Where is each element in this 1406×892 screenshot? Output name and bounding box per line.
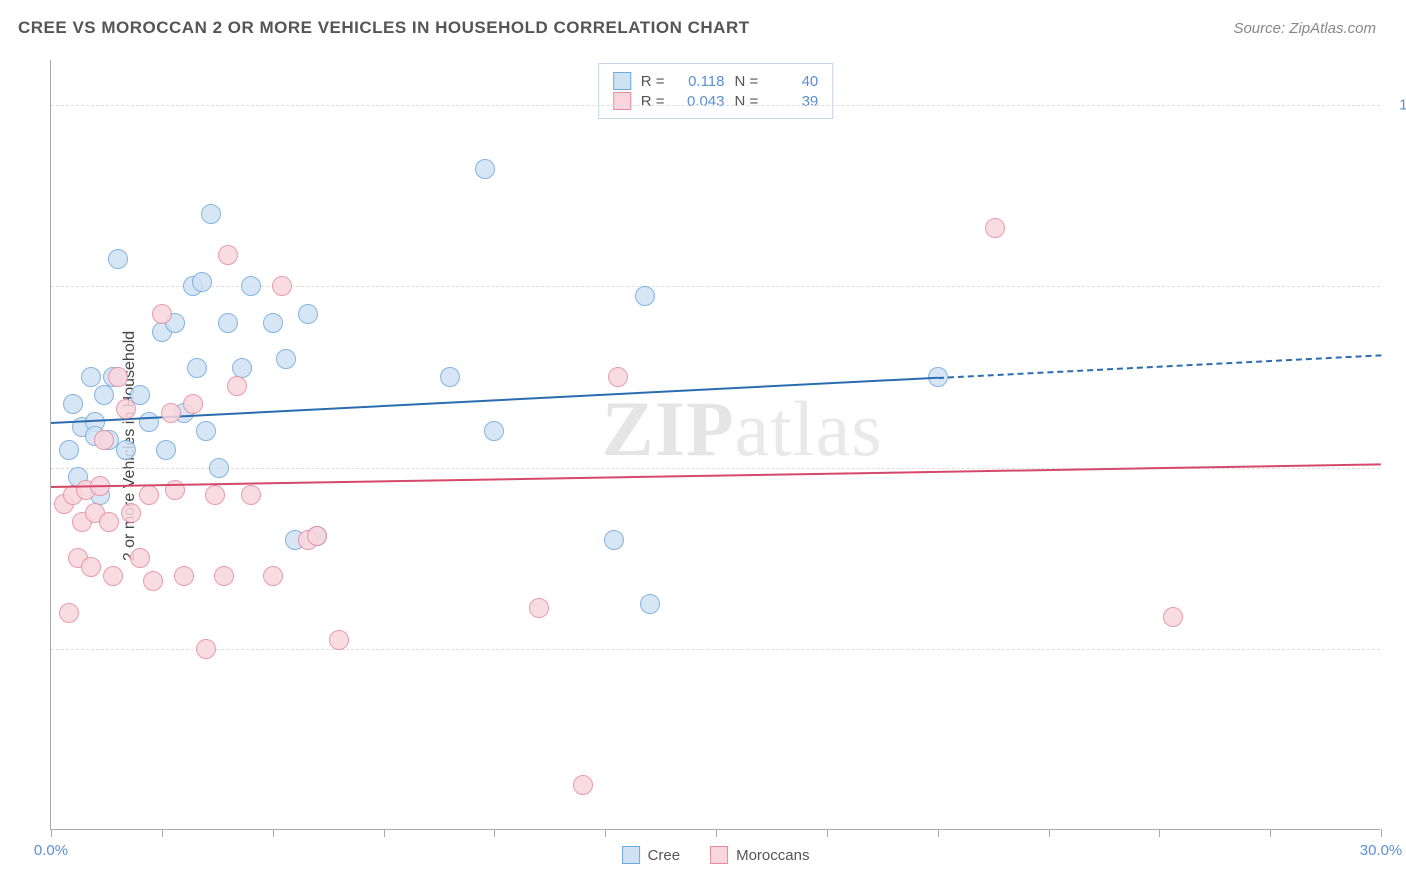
x-tick-label: 30.0% <box>1360 842 1403 859</box>
x-tick <box>1381 829 1382 837</box>
legend-stat-row: R = 0.043 N = 39 <box>613 92 819 110</box>
legend-swatch <box>613 92 631 110</box>
data-point <box>108 367 128 387</box>
data-point <box>440 367 460 387</box>
data-point <box>116 399 136 419</box>
data-point <box>307 526 327 546</box>
data-point <box>192 272 212 292</box>
data-point <box>604 530 624 550</box>
legend-label: Moroccans <box>736 847 809 864</box>
data-point <box>161 403 181 423</box>
legend-item: Moroccans <box>710 846 809 864</box>
data-point <box>640 594 660 614</box>
data-point <box>139 412 159 432</box>
data-point <box>130 548 150 568</box>
series-legend: Cree Moroccans <box>622 846 810 864</box>
data-point <box>103 566 123 586</box>
y-tick-label: 100.0% <box>1399 97 1406 114</box>
data-point <box>156 440 176 460</box>
x-tick <box>273 829 274 837</box>
x-tick <box>827 829 828 837</box>
legend-swatch <box>622 846 640 864</box>
x-tick <box>1270 829 1271 837</box>
x-tick <box>162 829 163 837</box>
data-point <box>201 204 221 224</box>
data-point <box>263 313 283 333</box>
data-point <box>232 358 252 378</box>
x-tick <box>494 829 495 837</box>
trend-line-extrapolated <box>938 354 1381 379</box>
legend-n-label: N = <box>735 93 759 110</box>
x-tick <box>938 829 939 837</box>
data-point <box>205 485 225 505</box>
chart-header: CREE VS MOROCCAN 2 OR MORE VEHICLES IN H… <box>0 0 1406 48</box>
data-point <box>139 485 159 505</box>
watermark: ZIPatlas <box>602 384 883 474</box>
gridline <box>51 649 1380 650</box>
x-tick <box>1159 829 1160 837</box>
data-point <box>218 245 238 265</box>
data-point <box>196 421 216 441</box>
legend-r-label: R = <box>641 73 665 90</box>
data-point <box>635 286 655 306</box>
data-point <box>608 367 628 387</box>
data-point <box>121 503 141 523</box>
data-point <box>475 159 495 179</box>
legend-r-value: 0.118 <box>675 73 725 90</box>
x-tick <box>51 829 52 837</box>
x-tick <box>1049 829 1050 837</box>
data-point <box>116 440 136 460</box>
data-point <box>152 304 172 324</box>
data-point <box>187 358 207 378</box>
data-point <box>209 458 229 478</box>
legend-r-label: R = <box>641 93 665 110</box>
data-point <box>63 394 83 414</box>
data-point <box>196 639 216 659</box>
legend-r-value: 0.043 <box>675 93 725 110</box>
data-point <box>94 385 114 405</box>
data-point <box>263 566 283 586</box>
data-point <box>985 218 1005 238</box>
x-tick <box>716 829 717 837</box>
data-point <box>1163 607 1183 627</box>
x-tick <box>384 829 385 837</box>
data-point <box>272 276 292 296</box>
x-tick <box>605 829 606 837</box>
data-point <box>227 376 247 396</box>
data-point <box>183 394 203 414</box>
data-point <box>81 367 101 387</box>
chart-source: Source: ZipAtlas.com <box>1233 20 1376 37</box>
data-point <box>59 440 79 460</box>
data-point <box>99 512 119 532</box>
data-point <box>94 430 114 450</box>
legend-n-value: 39 <box>768 93 818 110</box>
correlation-legend: R = 0.118 N = 40 R = 0.043 N = 39 <box>598 63 834 119</box>
legend-stat-row: R = 0.118 N = 40 <box>613 72 819 90</box>
legend-label: Cree <box>648 847 681 864</box>
data-point <box>298 304 318 324</box>
x-tick-label: 0.0% <box>34 842 68 859</box>
data-point <box>241 485 261 505</box>
legend-swatch <box>613 72 631 90</box>
data-point <box>573 775 593 795</box>
chart-title: CREE VS MOROCCAN 2 OR MORE VEHICLES IN H… <box>18 18 750 38</box>
data-point <box>174 566 194 586</box>
data-point <box>108 249 128 269</box>
data-point <box>81 557 101 577</box>
data-point <box>329 630 349 650</box>
data-point <box>241 276 261 296</box>
legend-n-label: N = <box>735 73 759 90</box>
gridline <box>51 105 1380 106</box>
data-point <box>529 598 549 618</box>
data-point <box>214 566 234 586</box>
data-point <box>59 603 79 623</box>
data-point <box>143 571 163 591</box>
data-point <box>484 421 504 441</box>
data-point <box>218 313 238 333</box>
legend-item: Cree <box>622 846 681 864</box>
data-point <box>276 349 296 369</box>
legend-swatch <box>710 846 728 864</box>
scatter-chart: ZIPatlas R =0.118N =40R =0.043N =39 Cree… <box>50 60 1380 830</box>
legend-n-value: 40 <box>768 73 818 90</box>
